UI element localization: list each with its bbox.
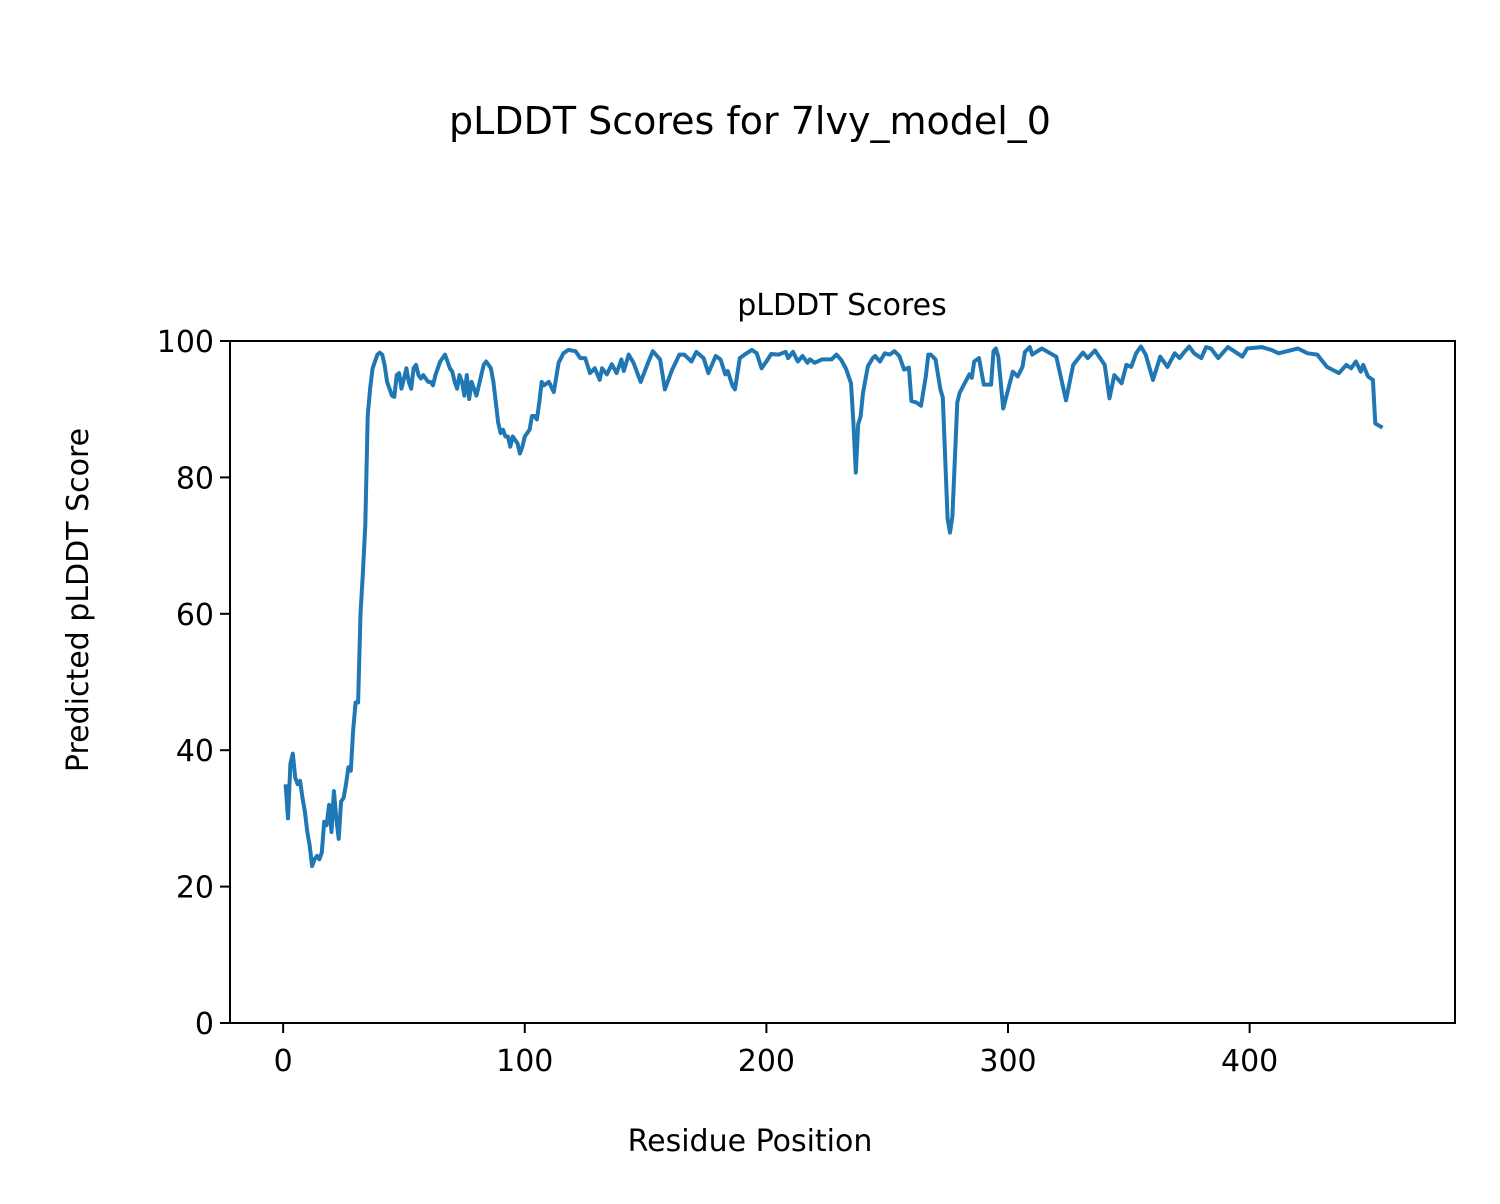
x-tick-label: 0	[274, 1044, 293, 1079]
axes-title: pLDDT Scores	[737, 288, 946, 323]
plddt-series-line	[283, 344, 1384, 869]
axes-frame	[229, 340, 1456, 1024]
y-tick-label: 40	[176, 734, 214, 769]
y-axis-label: Predicted pLDDT Score	[61, 428, 96, 772]
y-tick-label: 100	[157, 325, 214, 360]
x-axis-label: Residue Position	[628, 1124, 873, 1159]
y-axis: 0 20 40 60 80 100	[157, 325, 230, 1042]
figure-suptitle: pLDDT Scores for 7lvy_model_0	[449, 99, 1051, 143]
x-tick-label: 300	[979, 1044, 1036, 1079]
y-tick-label: 80	[176, 461, 214, 496]
y-tick-label: 60	[176, 598, 214, 633]
plot-area	[283, 344, 1384, 869]
y-tick-label: 0	[195, 1007, 214, 1042]
x-tick-label: 100	[496, 1044, 553, 1079]
x-tick-label: 200	[738, 1044, 795, 1079]
x-axis: 0 100 200 300 400	[274, 1023, 1278, 1079]
y-tick-label: 20	[176, 871, 214, 906]
x-tick-label: 400	[1221, 1044, 1278, 1079]
